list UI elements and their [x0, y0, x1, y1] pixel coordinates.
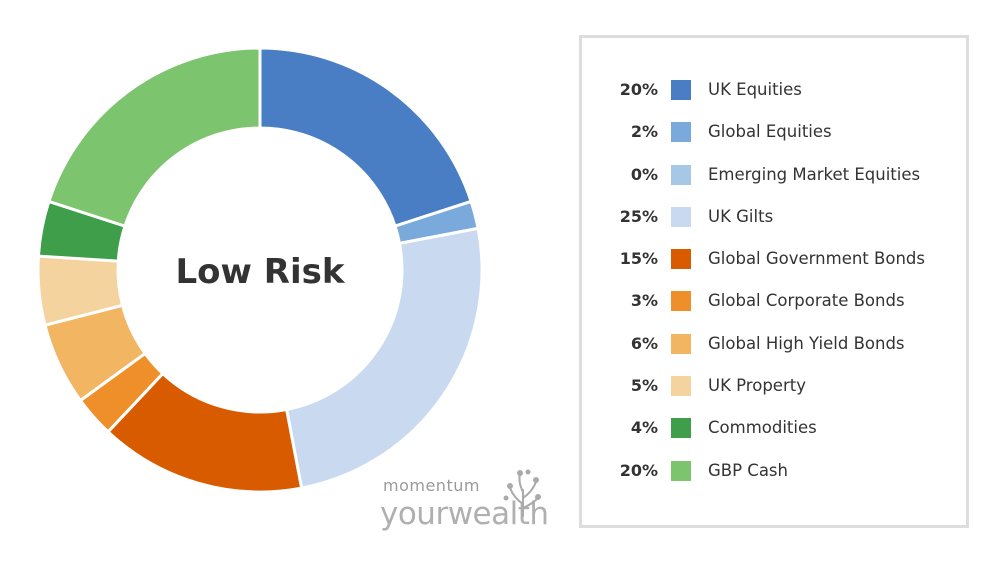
- legend-label: UK Gilts: [708, 206, 774, 226]
- tree-icon: [503, 469, 541, 517]
- legend-swatch: [671, 249, 691, 270]
- legend-item-global-equities: 2% Global Equities: [582, 122, 966, 164]
- legend-percent: 4%: [630, 418, 658, 438]
- legend-item-emerging-market-equities: 0% Emerging Market Equities: [582, 164, 966, 207]
- legend-swatch: [671, 206, 691, 227]
- legend-item-global-corporate-bonds: 3% Global Corporate Bonds: [582, 291, 966, 333]
- slice-uk-equities: [258, 46, 474, 229]
- legend-item-commodities: 4% Commodities: [582, 418, 966, 460]
- legend-swatch: [671, 376, 691, 397]
- legend-item-uk-equities: 20% UK Equities: [582, 80, 966, 122]
- legend-label: UK Equities: [708, 80, 802, 99]
- logo-line-momentum: momentum: [383, 476, 480, 495]
- legend-swatch: [671, 80, 691, 100]
- donut-chart: Low Risk: [36, 46, 484, 494]
- legend-label: Global Government Bonds: [708, 249, 925, 269]
- legend-label: Commodities: [708, 418, 817, 438]
- legend-percent: 6%: [630, 333, 658, 353]
- legend-label: UK Property: [708, 376, 806, 396]
- legend-label: Global High Yield Bonds: [708, 333, 905, 353]
- legend-item-global-high-yield-bonds: 6% Global High Yield Bonds: [582, 333, 966, 376]
- legend-swatch: [671, 333, 691, 354]
- legend-label: Emerging Market Equities: [708, 164, 921, 184]
- legend-percent: 0%: [630, 164, 658, 184]
- slice-gbp-cash: [46, 46, 262, 229]
- legend-list: 20% UK Equities 2% Global Equities 0% Emergin…: [582, 80, 966, 503]
- legend-percent: 20%: [619, 80, 658, 99]
- legend-percent: 15%: [619, 249, 658, 269]
- legend: 20% UK Equities 2% Global Equities 0% Emergin…: [579, 35, 969, 528]
- slice-uk-gilts: [284, 226, 484, 490]
- legend-percent: 3%: [630, 291, 658, 311]
- momentum-yourwealth-logo: momentum yourwealth: [380, 469, 565, 540]
- legend-swatch: [671, 122, 691, 143]
- legend-swatch: [671, 164, 691, 185]
- donut-slices: [36, 46, 484, 494]
- legend-item-global-government-bonds: 15% Global Government Bonds: [582, 249, 966, 291]
- center-label: Low Risk: [176, 252, 346, 292]
- legend-percent: 25%: [619, 206, 658, 226]
- legend-percent: 2%: [630, 122, 658, 142]
- legend-label: Global Corporate Bonds: [708, 291, 905, 311]
- legend-swatch: [671, 460, 691, 481]
- legend-percent: 5%: [630, 376, 658, 396]
- legend-label: Global Equities: [708, 122, 832, 142]
- legend-item-gbp-cash: 20% GBP Cash: [582, 460, 966, 503]
- legend-label: GBP Cash: [708, 460, 788, 480]
- legend-item-uk-gilts: 25% UK Gilts: [582, 206, 966, 249]
- legend-percent: 20%: [619, 460, 658, 480]
- legend-swatch: [671, 418, 691, 439]
- legend-swatch: [671, 291, 691, 312]
- legend-item-uk-property: 5% UK Property: [582, 376, 966, 418]
